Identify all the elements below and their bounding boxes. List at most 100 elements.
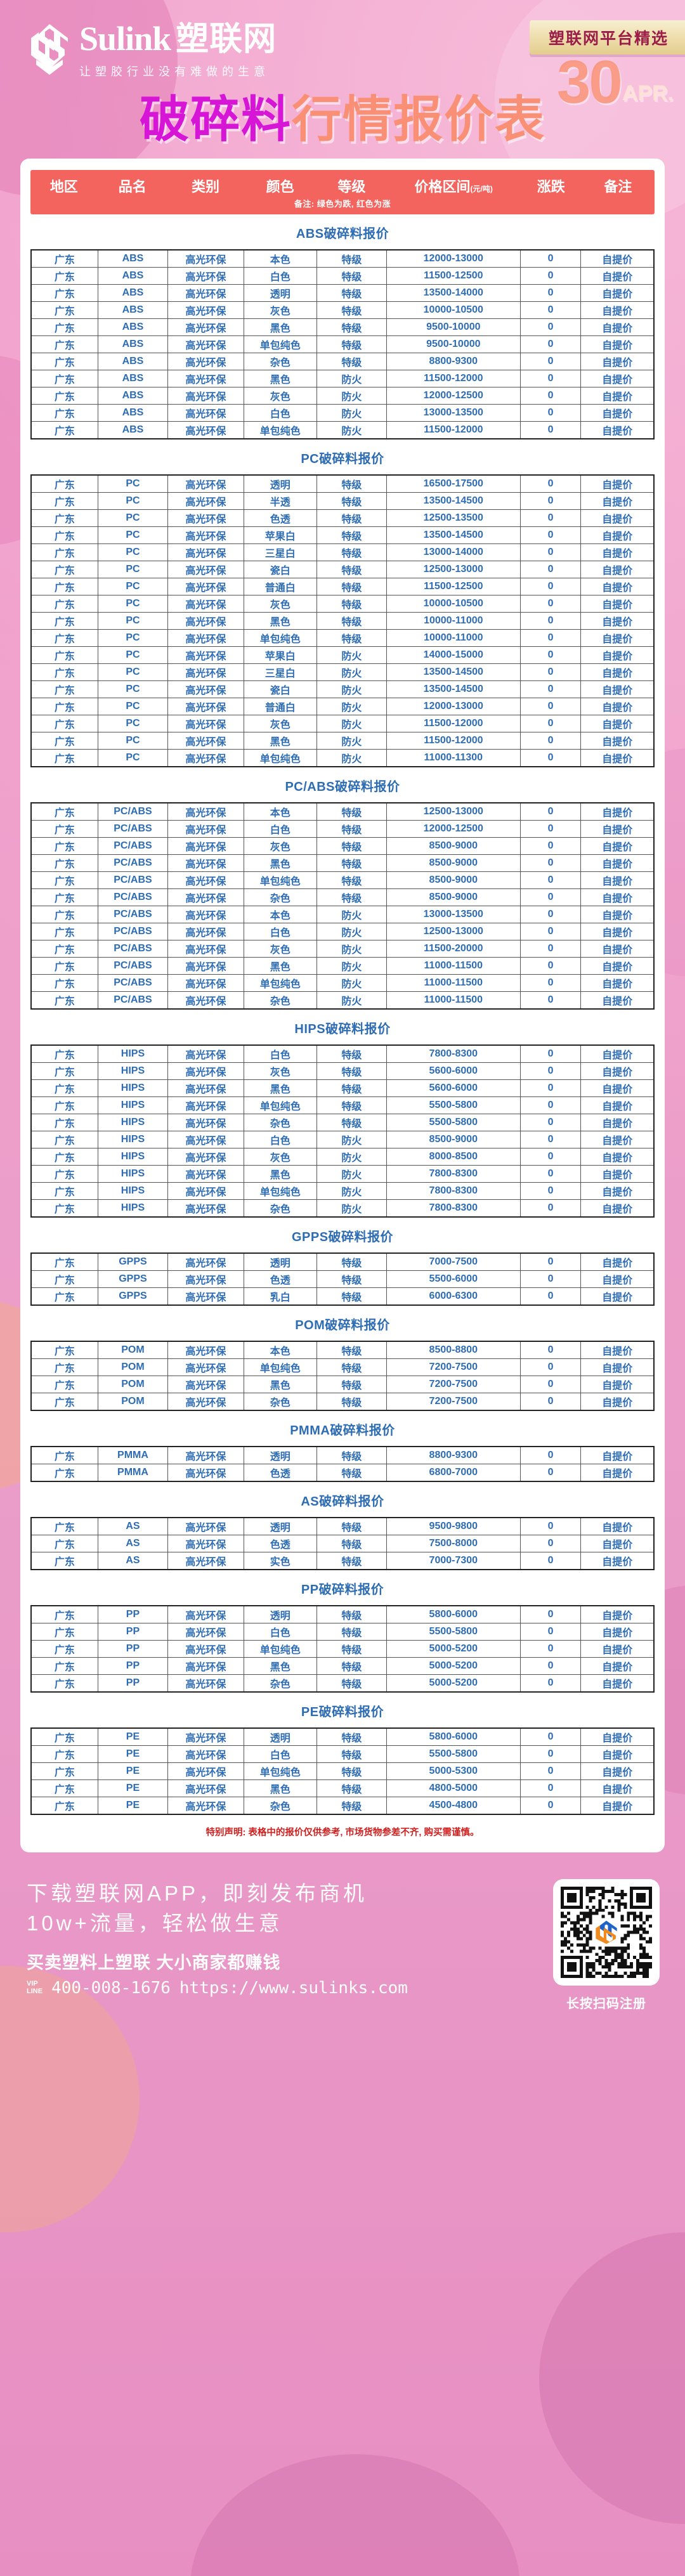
table-cell: 广东 — [30, 1605, 98, 1623]
table-cell: 特级 — [316, 1341, 387, 1359]
table-cell: 自提价 — [580, 1252, 655, 1271]
table-cell: 高光环保 — [167, 837, 244, 855]
table-cell: 0 — [519, 509, 582, 527]
qr-block: 长按扫码注册 — [553, 1879, 660, 2012]
table-cell: 高光环保 — [167, 335, 244, 353]
table-cell: HIPS — [97, 1114, 169, 1131]
table-cell: 防火 — [316, 749, 387, 767]
table-cell: 高光环保 — [167, 1358, 244, 1376]
table-row: 广东 PMMA 高光环保 色透 特级 6800-7000 0 自提价 — [30, 1464, 655, 1482]
price-table-card: 地区 品名 类别 颜色 等级 价格区间(元/吨) 涨跌 备注 备注: 绿色为跌,… — [20, 159, 665, 1852]
table-cell: 广东 — [30, 732, 98, 750]
table-cell: 0 — [519, 749, 582, 767]
disclaimer-text: 特别声明: 表格中的报价仅供参考, 市场货物参差不齐, 购买需谨慎。 — [206, 1828, 480, 1838]
table-cell: 0 — [519, 1446, 582, 1464]
table-cell: 自提价 — [580, 888, 655, 906]
table-cell: 广东 — [30, 1623, 98, 1641]
table-cell: 广东 — [30, 404, 98, 422]
table-cell: 杂色 — [243, 991, 317, 1010]
table-cell: 高光环保 — [167, 1199, 244, 1218]
table-cell: ABS — [97, 353, 169, 370]
table-cell: 黑色 — [243, 732, 317, 750]
table-row: 广东 PC/ABS 高光环保 本色 防火 13000-13500 0 自提价 — [30, 906, 655, 923]
table-cell: 广东 — [30, 387, 98, 405]
table-row: 广东 ABS 高光环保 本色 特级 12000-13000 0 自提价 — [30, 249, 655, 268]
table-cell: 高光环保 — [167, 1657, 244, 1675]
table-cell: 单包纯色 — [243, 749, 317, 767]
table-cell: 广东 — [30, 612, 98, 630]
qr-code[interactable] — [553, 1879, 660, 1986]
table-row: 广东 PE 高光环保 透明 特级 5800-6000 0 自提价 — [30, 1727, 655, 1746]
table-cell: 特级 — [316, 1535, 387, 1552]
table-cell: PE — [97, 1797, 169, 1815]
table-cell: PC — [97, 749, 169, 767]
table-cell: POM — [97, 1376, 169, 1393]
table-cell: ABS — [97, 284, 169, 302]
table-cell: PE — [97, 1762, 169, 1780]
table-row: 广东 PC/ABS 高光环保 白色 防火 12500-13000 0 自提价 — [30, 923, 655, 940]
table-cell: 广东 — [30, 698, 98, 715]
table-cell: 自提价 — [580, 561, 655, 578]
table-cell: 16500-17500 — [386, 474, 521, 493]
table-cell: 自提价 — [580, 1605, 655, 1623]
table-cell: PC — [97, 543, 169, 561]
table-cell: 自提价 — [580, 578, 655, 595]
table-cell: 普通白 — [243, 578, 317, 595]
table-cell: 自提价 — [580, 1674, 655, 1693]
table-cell: 14000-15000 — [386, 646, 521, 664]
footer-text-block: 下载塑联网APP，即刻发布商机 10w+流量，轻松做生意 买卖塑料上塑联 大小商… — [27, 1879, 540, 1998]
table-cell: 自提价 — [580, 802, 655, 821]
price-unit-label: (元/吨) — [470, 185, 493, 193]
table-cell: 5800-6000 — [386, 1727, 521, 1746]
table-cell: 白色 — [243, 267, 317, 285]
table-cell: 7800-8300 — [386, 1044, 521, 1063]
table-cell: 白色 — [243, 1745, 317, 1763]
table-cell: PMMA — [97, 1464, 169, 1482]
table-cell: 7800-8300 — [386, 1199, 521, 1218]
table-cell: 灰色 — [243, 595, 317, 613]
table-cell: 11500-12000 — [386, 370, 521, 387]
table-cell: 色透 — [243, 1464, 317, 1482]
table-cell: 高光环保 — [167, 923, 244, 940]
table-cell: 防火 — [316, 646, 387, 664]
table-cell: 广东 — [30, 1358, 98, 1376]
table-cell: 5000-5200 — [386, 1657, 521, 1675]
table-row: 广东 PP 高光环保 杂色 特级 5000-5200 0 自提价 — [30, 1674, 655, 1693]
table-cell: 特级 — [316, 1623, 387, 1641]
table-row: 广东 PC 高光环保 灰色 特级 10000-10500 0 自提价 — [30, 595, 655, 613]
table-cell: 0 — [519, 1797, 582, 1815]
table-cell: 特级 — [316, 509, 387, 527]
table-cell: 5800-6000 — [386, 1605, 521, 1623]
table-cell: HIPS — [97, 1079, 169, 1097]
table-row: 广东 PC 高光环保 普通白 防火 12000-13000 0 自提价 — [30, 698, 655, 715]
column-header-price-range-label: 价格区间 — [414, 179, 471, 195]
table-cell: 0 — [519, 284, 582, 302]
table-cell: 高光环保 — [167, 1640, 244, 1658]
table-cell: 自提价 — [580, 474, 655, 493]
table-cell: 特级 — [316, 1287, 387, 1306]
table-cell: 自提价 — [580, 1535, 655, 1552]
table-cell: 自提价 — [580, 1287, 655, 1306]
table-cell: 防火 — [316, 906, 387, 923]
footer-phone[interactable]: 400-008-1676 — [51, 1978, 171, 1998]
table-cell: 防火 — [316, 1148, 387, 1166]
table-cell: PC/ABS — [97, 888, 169, 906]
table-cell: 7800-8300 — [386, 1165, 521, 1183]
table-cell: 广东 — [30, 474, 98, 493]
table-cell: 0 — [519, 1358, 582, 1376]
footer-website[interactable]: https://www.sulinks.com — [179, 1978, 408, 1998]
table-cell: 自提价 — [580, 1797, 655, 1815]
table-cell: 0 — [519, 267, 582, 285]
table-cell: 防火 — [316, 1131, 387, 1148]
table-cell: 特级 — [316, 1674, 387, 1693]
table-cell: 7000-7300 — [386, 1552, 521, 1570]
table-cell: 高光环保 — [167, 474, 244, 493]
table-cell: 高光环保 — [167, 387, 244, 405]
section-title: PC破碎料报价 — [301, 452, 384, 466]
table-cell: 0 — [519, 680, 582, 698]
table-cell: 8500-9000 — [386, 837, 521, 855]
table-cell: PC/ABS — [97, 837, 169, 855]
table-cell: 高光环保 — [167, 1727, 244, 1746]
table-cell: 7000-7500 — [386, 1252, 521, 1271]
table-cell: PC/ABS — [97, 957, 169, 975]
